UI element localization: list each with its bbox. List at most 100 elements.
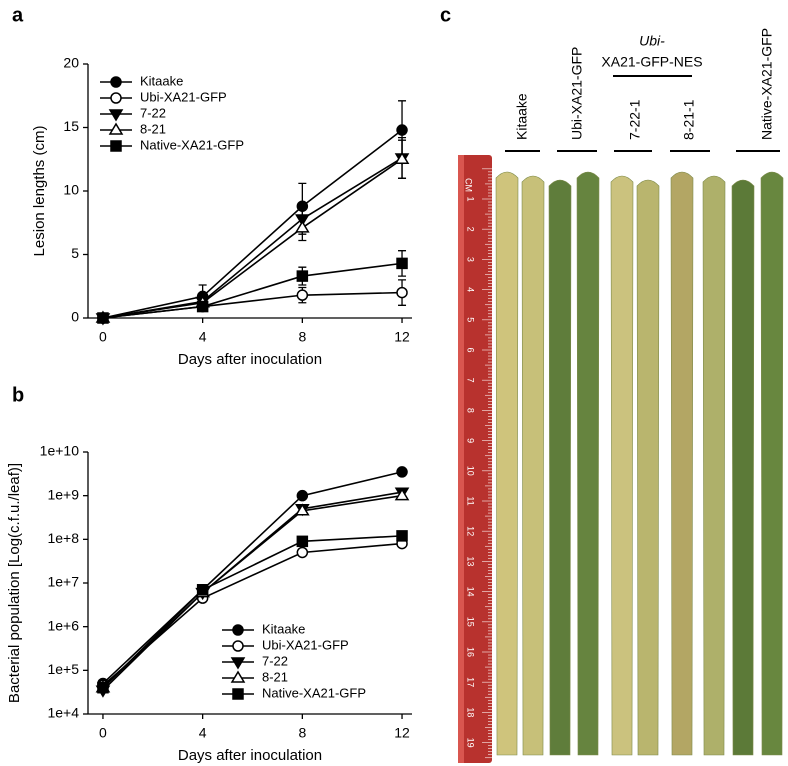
y-tick-label: 10 [63, 182, 79, 198]
x-tick-label: 12 [394, 725, 410, 741]
x-axis-title: Days after inoculation [178, 351, 322, 368]
marker [396, 124, 408, 136]
legend-marker [230, 670, 246, 683]
marker [295, 503, 310, 516]
series-line [102, 291, 403, 319]
leaf [670, 171, 694, 756]
marker [196, 584, 209, 596]
marker [196, 300, 209, 313]
series-line [102, 535, 403, 689]
ruler-edge [458, 155, 464, 763]
y-tick-label: 15 [63, 118, 79, 134]
leaf-photo [458, 155, 784, 763]
ruler-number: 4 [466, 287, 476, 292]
legend-marker [110, 92, 122, 104]
leaf [548, 179, 572, 756]
ruler-number: 11 [466, 496, 476, 505]
panel-label: b [12, 384, 24, 406]
legend-label: Ubi-XA21-GFP [262, 637, 349, 652]
x-tick-label: 8 [298, 725, 306, 741]
x-tick-label: 12 [394, 329, 410, 345]
column-label: 8-21-1 [681, 99, 697, 140]
legend-label: 7-22 [140, 105, 166, 120]
panel-label: a [12, 4, 24, 26]
y-tick-label: 1e+8 [47, 530, 79, 546]
y-tick-label: 1e+5 [47, 661, 79, 677]
marker [296, 289, 309, 301]
x-tick-label: 4 [199, 725, 207, 741]
legend-marker [108, 122, 124, 135]
ruler-number: 6 [466, 347, 476, 352]
ruler-number: 2 [466, 227, 476, 232]
y-axis-title: Lesion lengths (cm) [31, 126, 48, 257]
x-axis-title: Days after inoculation [178, 747, 322, 764]
marker [396, 257, 408, 270]
marker [396, 286, 408, 299]
y-tick-label: 5 [71, 245, 79, 261]
ruler-number: 18 [466, 707, 476, 717]
ruler-number: 10 [466, 466, 476, 476]
ruler-unit: CM [464, 178, 474, 192]
y-tick-label: 1e+10 [40, 443, 80, 459]
leaf [702, 175, 726, 756]
column-label: Native-XA21-GFP [759, 28, 775, 140]
ruler-number: 7 [466, 378, 476, 383]
series-line [102, 491, 403, 691]
ruler-number: 1 [466, 196, 476, 201]
ruler-number: 15 [466, 617, 476, 627]
y-tick-label: 20 [63, 55, 79, 71]
marker [295, 220, 310, 233]
legend-label: Native-XA21-GFP [262, 685, 366, 700]
ruler-number: 9 [466, 438, 476, 443]
marker [296, 489, 309, 502]
legend-marker [108, 109, 124, 122]
ruler-number: 13 [466, 556, 476, 566]
leaf [760, 171, 784, 756]
series-line [102, 471, 403, 685]
series-line [102, 262, 403, 319]
legend-marker [110, 140, 122, 152]
series-line [102, 129, 403, 319]
x-tick-label: 0 [99, 725, 107, 741]
y-tick-label: 1e+7 [47, 574, 79, 590]
legend-marker [110, 76, 122, 88]
legend-label: Kitaake [262, 621, 305, 636]
marker [296, 535, 309, 548]
ruler-number: 14 [466, 587, 476, 597]
legend-label: Ubi-XA21-GFP [140, 89, 227, 104]
leaf [521, 175, 545, 756]
x-tick-label: 0 [99, 329, 107, 345]
ruler [458, 155, 492, 763]
group-label: Ubi- [639, 33, 665, 49]
legend-label: 8-21 [262, 669, 288, 684]
leaf [576, 171, 600, 756]
ruler-number: 12 [466, 526, 476, 536]
legend-label: Kitaake [140, 73, 183, 88]
ruler-number: 8 [466, 408, 476, 413]
series-line [102, 158, 403, 319]
legend-marker [230, 657, 246, 670]
ruler-number: 5 [466, 317, 476, 322]
x-tick-label: 8 [298, 329, 306, 345]
x-tick-label: 4 [199, 329, 207, 345]
y-tick-label: 0 [71, 309, 79, 325]
y-tick-label: 1e+9 [47, 486, 79, 502]
legend-label: Native-XA21-GFP [140, 137, 244, 152]
marker [296, 270, 309, 282]
y-tick-label: 1e+4 [47, 705, 79, 721]
marker [396, 466, 408, 478]
column-label: 7-22-1 [627, 99, 643, 140]
marker [97, 681, 109, 694]
series-line [102, 494, 403, 689]
legend-marker [232, 688, 244, 700]
leaf [610, 175, 634, 756]
leaf [636, 179, 660, 756]
marker [296, 546, 309, 559]
ruler-number: 19 [466, 738, 476, 748]
leaf [495, 171, 519, 756]
ruler-number: 17 [466, 677, 476, 687]
legend-marker [232, 640, 244, 652]
leaf [731, 179, 755, 756]
panel-label: c [440, 4, 451, 26]
